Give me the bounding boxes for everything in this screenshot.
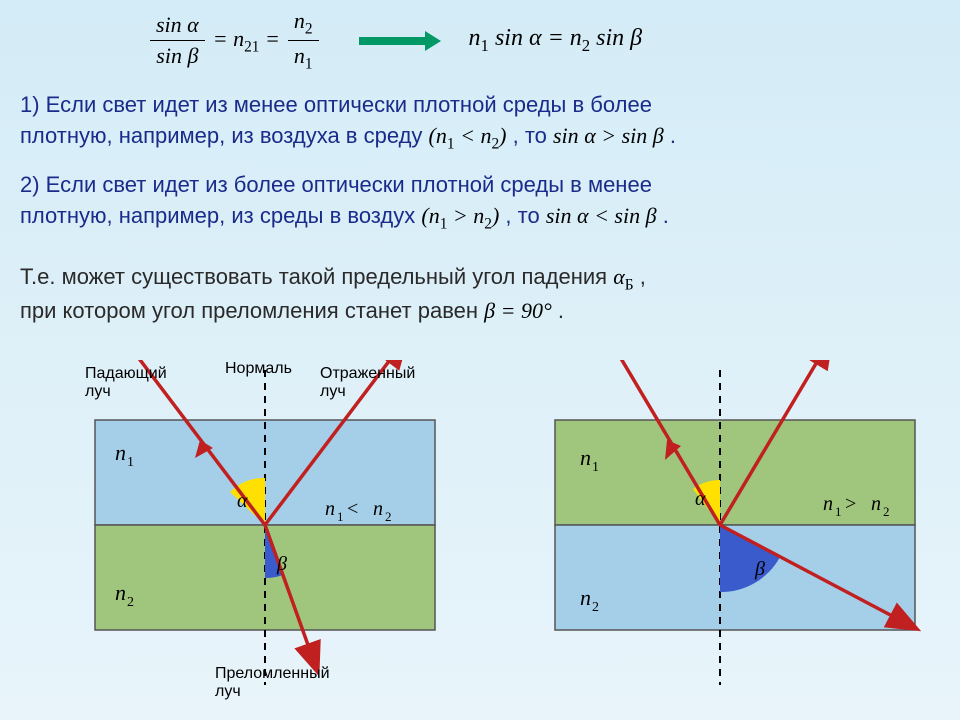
svg-text:n: n <box>580 445 591 470</box>
svg-text:2: 2 <box>592 600 599 615</box>
svg-text:n: n <box>115 580 126 605</box>
svg-text:1: 1 <box>592 460 599 475</box>
svg-text:1: 1 <box>127 455 134 470</box>
diagram-right: n 1 n 2 α β n 1 > n 2 <box>545 360 945 705</box>
diagram-left-svg: n 1 n 2 α β n 1 < n 2 <box>65 360 465 705</box>
formula-row: sin α sin β = n21 = n2 n1 n1 sin α = n2 … <box>150 8 642 74</box>
arrow-icon <box>359 37 429 45</box>
label-incident: Падающийлуч <box>85 365 167 402</box>
svg-text:β: β <box>276 553 287 575</box>
paragraph-2: 2) Если свет идет из более оптически пло… <box>20 170 940 235</box>
svg-text:2: 2 <box>883 504 890 519</box>
formula-rhs: n1 sin α = n2 sin β <box>469 25 643 56</box>
paragraph-3: Т.е. может существовать такой предельный… <box>20 262 940 327</box>
svg-text:2: 2 <box>385 509 392 524</box>
svg-text:n: n <box>823 493 833 515</box>
svg-text:β: β <box>754 558 765 580</box>
label-reflected: Отраженныйлуч <box>320 365 415 402</box>
svg-text:n: n <box>373 498 383 520</box>
label-refracted: Преломленныйлуч <box>215 665 330 702</box>
formula-num-left: sin α <box>150 12 205 41</box>
diagram-left: n 1 n 2 α β n 1 < n 2 Падающийлуч Нормал… <box>65 360 465 705</box>
svg-text:2: 2 <box>127 595 134 610</box>
svg-text:α: α <box>695 488 706 510</box>
svg-text:1: 1 <box>835 504 842 519</box>
label-normal: Нормаль <box>225 360 292 378</box>
svg-text:n: n <box>325 498 335 520</box>
svg-text:α: α <box>237 490 248 512</box>
formula-den-left: sin β <box>150 41 204 69</box>
svg-text:n: n <box>580 585 591 610</box>
svg-text:n: n <box>871 493 881 515</box>
paragraph-1: 1) Если свет идет из менее оптически пло… <box>20 90 940 155</box>
svg-text:<: < <box>347 498 358 520</box>
svg-text:1: 1 <box>337 509 344 524</box>
diagram-right-svg: n 1 n 2 α β n 1 > n 2 <box>545 360 945 705</box>
svg-text:>: > <box>845 493 856 515</box>
svg-text:n: n <box>115 440 126 465</box>
